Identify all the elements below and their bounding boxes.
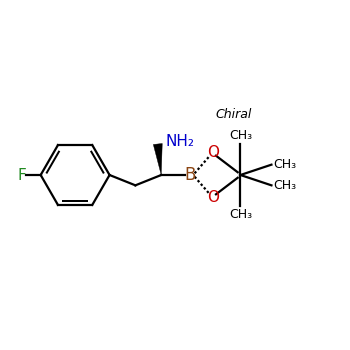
Text: CH₃: CH₃ — [229, 208, 252, 221]
Text: O: O — [207, 190, 219, 205]
Text: B: B — [185, 166, 196, 184]
Text: CH₃: CH₃ — [273, 179, 296, 192]
Text: CH₃: CH₃ — [229, 129, 252, 142]
Text: CH₃: CH₃ — [273, 158, 296, 171]
Polygon shape — [153, 144, 162, 175]
Text: Chiral: Chiral — [215, 108, 252, 121]
Text: NH₂: NH₂ — [165, 134, 194, 149]
Text: F: F — [18, 168, 26, 182]
Text: O: O — [207, 145, 219, 160]
